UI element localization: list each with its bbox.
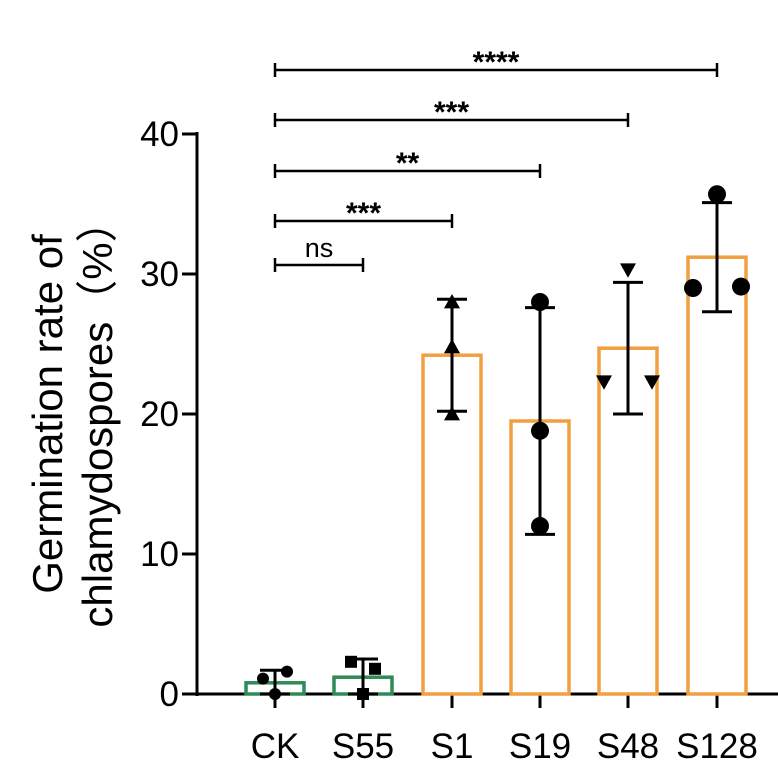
y-axis-label-line-2: chlamydospores（%） bbox=[74, 200, 121, 627]
data-point-S48-1 bbox=[620, 263, 636, 278]
data-point-S1-1 bbox=[444, 294, 460, 309]
x-tick-label-S55: S55 bbox=[332, 727, 394, 760]
data-point-S48-2 bbox=[596, 375, 612, 390]
sig-label-S55: ns bbox=[305, 233, 334, 263]
data-point-CK-2 bbox=[281, 665, 293, 678]
sig-label-S1: *** bbox=[346, 197, 381, 230]
data-point-S128-1 bbox=[708, 185, 726, 204]
axes: 0 10 20 30 40 CK S55 S1 S19 S48 S128 bbox=[140, 115, 778, 765]
significance-annotations: ns************ bbox=[273, 46, 719, 272]
bar-S128 bbox=[686, 255, 748, 696]
y-tick-label-30: 30 bbox=[140, 255, 179, 294]
sig-label-S48: *** bbox=[434, 96, 469, 129]
y-tick-label-10: 10 bbox=[140, 535, 179, 574]
data-point-S55-1 bbox=[345, 655, 357, 668]
data-point-S128-3 bbox=[732, 277, 750, 296]
sig-label-S19: ** bbox=[396, 147, 420, 180]
x-tick-label-S1: S1 bbox=[431, 727, 474, 760]
data-point-S19-3 bbox=[531, 517, 549, 535]
data-point-S55-2 bbox=[369, 662, 381, 675]
data-point-S1-3 bbox=[444, 406, 460, 421]
data-point-S19-1 bbox=[531, 293, 549, 311]
y-tick-label-20: 20 bbox=[140, 395, 179, 434]
x-tick-label-S128: S128 bbox=[676, 727, 758, 760]
data-point-S55-3 bbox=[357, 688, 369, 700]
y-axis-label: Germination rate of chlamydospores（%） bbox=[24, 200, 121, 627]
data-points bbox=[257, 185, 750, 700]
data-point-CK-3 bbox=[269, 688, 281, 700]
data-point-S19-2 bbox=[531, 421, 549, 440]
data-point-S128-2 bbox=[684, 279, 702, 297]
error-bars bbox=[260, 201, 732, 696]
bars bbox=[244, 255, 748, 696]
y-tick-label-0: 0 bbox=[160, 675, 179, 714]
x-tick-label-S48: S48 bbox=[597, 727, 659, 760]
y-axis-label-line-1: Germination rate of bbox=[24, 234, 71, 594]
data-point-S1-2 bbox=[444, 338, 460, 354]
data-point-CK-1 bbox=[257, 672, 269, 685]
data-point-S48-3 bbox=[644, 375, 660, 390]
x-tick-label-CK: CK bbox=[251, 727, 300, 760]
sig-label-S128: **** bbox=[473, 46, 520, 79]
x-tick-label-S19: S19 bbox=[509, 727, 571, 760]
y-tick-label-40: 40 bbox=[140, 115, 179, 154]
